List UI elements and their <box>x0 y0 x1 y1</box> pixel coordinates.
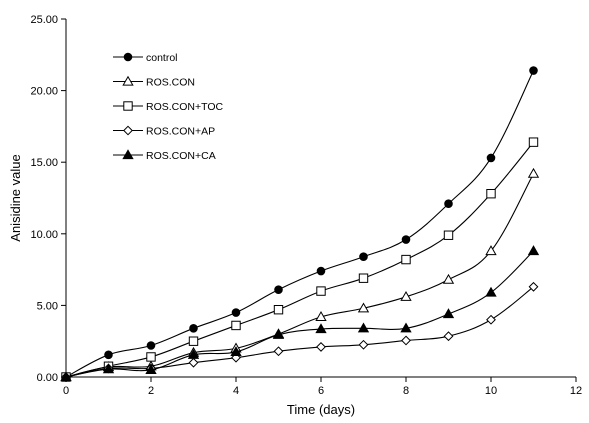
data-point <box>230 346 242 357</box>
series-control <box>61 66 538 382</box>
data-point <box>316 266 326 276</box>
legend-marker <box>122 149 134 160</box>
data-point <box>442 308 455 319</box>
data-point <box>359 252 368 262</box>
data-point <box>527 245 540 256</box>
data-point <box>274 285 283 294</box>
x-tick-label: 2 <box>148 385 154 397</box>
data-point <box>145 364 157 374</box>
legend-label: ROS.CON <box>146 77 195 89</box>
data-point <box>528 137 539 147</box>
data-point <box>443 230 454 240</box>
legend-item: ROS.CON+CA <box>113 149 216 162</box>
data-point <box>316 286 326 296</box>
x-tick-label: 0 <box>63 385 69 397</box>
y-tick-label: 15.00 <box>30 157 58 169</box>
data-point <box>146 341 156 350</box>
axes: 0.00 5.00 10.00 15.00 20.00 25.00 0 2 4 6 8 10 12 A… <box>8 14 582 417</box>
x-tick-label: 10 <box>485 385 497 397</box>
data-point <box>104 350 113 360</box>
data-point <box>400 322 412 333</box>
data-point <box>528 281 539 292</box>
data-point <box>231 320 241 331</box>
data-point <box>401 235 411 244</box>
y-tick-label: 20.00 <box>30 86 58 98</box>
data-point <box>357 302 370 313</box>
data-point <box>188 336 199 346</box>
series-line <box>65 250 534 378</box>
legend-label: ROS.CON+TOC <box>146 101 224 113</box>
data-point <box>485 245 497 256</box>
y-tick-label: 10.00 <box>30 229 58 241</box>
data-point <box>401 254 411 265</box>
data-point <box>146 352 156 362</box>
data-point <box>400 291 412 301</box>
legend-item: ROS.CON+TOC <box>113 101 224 113</box>
series-ros-con-ca <box>60 245 540 382</box>
legend-marker <box>123 52 133 62</box>
data-point <box>315 311 327 321</box>
legend-item: control <box>113 52 178 64</box>
data-point <box>442 273 455 284</box>
series-line <box>65 173 534 378</box>
data-point <box>358 339 369 350</box>
legend-label: control <box>146 52 178 64</box>
series-ros-con-ap <box>61 281 539 382</box>
data-point <box>357 322 370 333</box>
data-point <box>187 348 200 359</box>
y-tick-label: 0.00 <box>37 372 58 384</box>
legend-marker <box>122 75 134 86</box>
data-point <box>486 189 496 199</box>
x-axis-title: Time (days) <box>287 402 355 417</box>
data-point <box>231 308 241 317</box>
legend: control ROS.CON ROS.CON+TOC ROS.CON+AP ROS.C… <box>113 52 224 162</box>
legend-marker <box>123 101 133 111</box>
legend-marker <box>123 125 133 136</box>
data-point <box>102 363 115 374</box>
data-point <box>316 342 326 352</box>
y-tick-label: 25.00 <box>30 14 58 26</box>
data-point <box>444 199 453 209</box>
data-point <box>443 331 454 342</box>
legend-label: ROS.CON+CA <box>146 150 216 162</box>
x-tick-label: 4 <box>233 385 239 397</box>
x-tick-label: 12 <box>570 385 582 397</box>
legend-label: ROS.CON+AP <box>146 126 215 138</box>
legend-item: ROS.CON <box>113 75 195 89</box>
data-point <box>231 352 241 363</box>
x-tick-label: 6 <box>318 385 324 397</box>
data-point <box>529 66 538 75</box>
legend-item: ROS.CON+AP <box>113 126 215 138</box>
x-tick-label: 8 <box>403 385 409 397</box>
y-axis-title: Anisidine value <box>8 154 23 241</box>
data-point <box>486 153 496 163</box>
series-layer <box>60 66 540 382</box>
data-point <box>358 273 369 283</box>
data-point <box>486 314 496 325</box>
data-point <box>401 335 411 346</box>
data-point <box>527 167 540 178</box>
data-point <box>273 304 284 315</box>
x-ticks: 0 2 4 6 8 10 12 <box>63 377 582 397</box>
data-point <box>315 323 327 334</box>
data-point <box>188 357 199 368</box>
data-point <box>273 346 284 357</box>
data-point <box>60 371 72 382</box>
series-line <box>65 141 534 378</box>
y-ticks: 0.00 5.00 10.00 15.00 20.00 25.00 <box>30 14 66 384</box>
data-point <box>189 324 198 333</box>
data-point <box>272 328 285 339</box>
series-ros-con-toc <box>61 137 539 382</box>
data-point <box>485 286 497 297</box>
y-tick-label: 5.00 <box>37 300 58 312</box>
